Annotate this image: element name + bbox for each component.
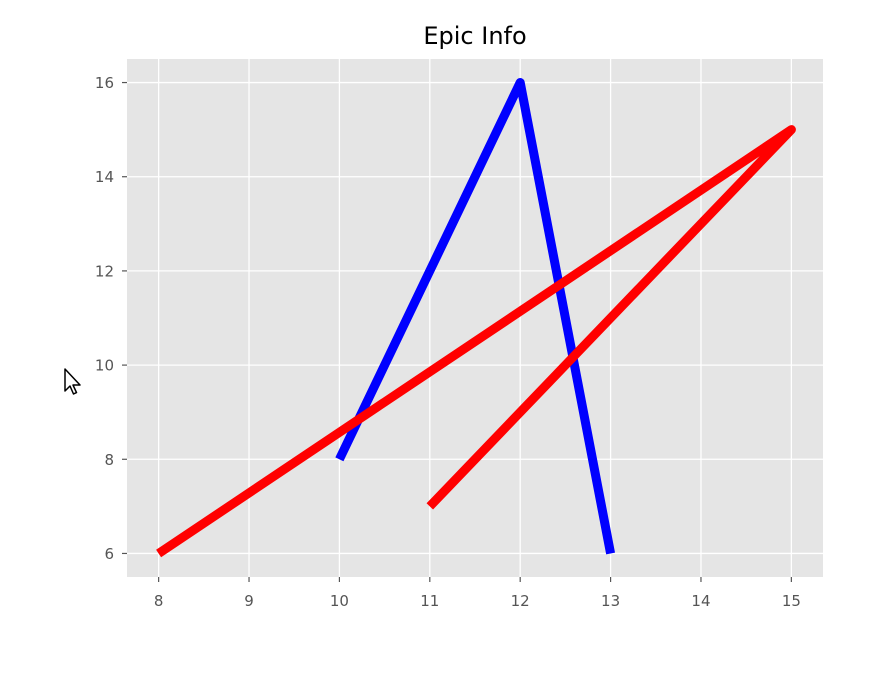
chart-title: Epic Info (423, 22, 526, 50)
axis-ticks: 8 9 10 11 12 13 14 15 6 8 10 12 14 16 (95, 74, 801, 610)
x-tick-label: 14 (691, 592, 710, 610)
y-tick-label: 6 (104, 545, 114, 563)
x-tick-label: 13 (601, 592, 620, 610)
x-tick-label: 10 (330, 592, 349, 610)
y-tick-label: 8 (104, 451, 114, 469)
plot-area (127, 59, 823, 577)
x-tick-label: 8 (154, 592, 164, 610)
x-tick-label: 12 (511, 592, 530, 610)
x-tick-label: 9 (244, 592, 254, 610)
x-tick-label: 11 (420, 592, 439, 610)
series-line-2 (156, 125, 796, 558)
y-tick-label: 14 (95, 168, 114, 186)
x-tick-label: 15 (782, 592, 801, 610)
series-lines (156, 78, 796, 558)
y-tick-label: 10 (95, 357, 114, 375)
mouse-pointer-icon (64, 368, 81, 395)
y-tick-label: 16 (95, 74, 114, 92)
y-tick-label: 12 (95, 262, 114, 280)
series-line-1 (335, 78, 616, 555)
